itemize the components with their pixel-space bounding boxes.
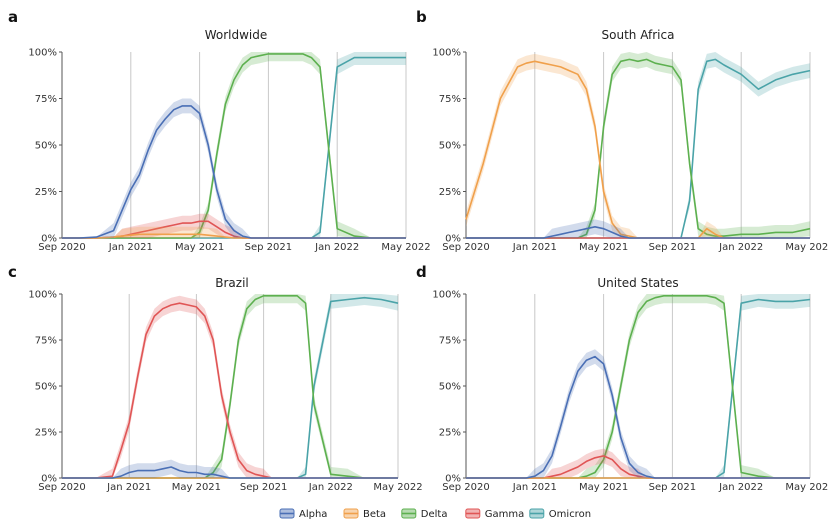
x-tick-label: Jan 2021 bbox=[106, 482, 151, 493]
y-tick-label: 0% bbox=[41, 474, 57, 485]
x-tick-label: Sep 2020 bbox=[442, 242, 489, 253]
x-tick-label: Sep 2020 bbox=[442, 482, 489, 493]
series-band-delta bbox=[466, 294, 810, 478]
legend-label: Delta bbox=[421, 509, 448, 520]
x-tick-label: Jan 2021 bbox=[512, 242, 557, 253]
series-band-omicron bbox=[62, 294, 398, 478]
series-line-alpha bbox=[62, 105, 406, 239]
legend-label: Beta bbox=[363, 509, 386, 520]
y-tick-label: 75% bbox=[439, 94, 461, 105]
x-tick-label: Jan 2022 bbox=[314, 242, 359, 253]
y-tick-label: 0% bbox=[445, 474, 461, 485]
legend-label: Omicron bbox=[549, 509, 591, 520]
series-line-alpha bbox=[466, 226, 810, 239]
series-line-beta bbox=[465, 60, 810, 239]
x-tick-label: Sep 2021 bbox=[649, 242, 696, 253]
x-tick-label: Jan 2022 bbox=[718, 482, 763, 493]
y-tick-label: 50% bbox=[439, 382, 461, 393]
legend-label: Alpha bbox=[299, 509, 327, 520]
y-tick-label: 75% bbox=[439, 336, 461, 347]
y-tick-label: 75% bbox=[35, 336, 57, 347]
series-band-alpha bbox=[466, 349, 810, 478]
x-tick-label: May 2022 bbox=[785, 482, 829, 493]
x-tick-label: May 2022 bbox=[785, 242, 829, 253]
series-band-omicron bbox=[466, 52, 810, 238]
chart-panel-b: b South Africa Sep 2020 Jan 2021 May 2021 Sep… bbox=[416, 8, 829, 253]
series-line-omicron bbox=[62, 296, 399, 479]
legend-item-gamma: Gamma bbox=[465, 508, 525, 520]
x-tick-label: May 2021 bbox=[175, 242, 224, 253]
panel-letter: b bbox=[416, 8, 427, 26]
y-tick-label: 100% bbox=[432, 290, 461, 301]
y-tick-label: 25% bbox=[439, 428, 461, 439]
x-tick-label: Jan 2021 bbox=[512, 482, 557, 493]
y-tick-label: 25% bbox=[35, 428, 57, 439]
panel-letter: a bbox=[8, 8, 18, 26]
chart-panel-a: a Worldwide Sep 2020 Jan 2021 May 2021 Sep 20… bbox=[8, 8, 431, 253]
series-band-beta bbox=[466, 53, 810, 239]
y-tick-label: 50% bbox=[439, 141, 461, 152]
series-line-alpha bbox=[62, 466, 398, 479]
series-line-delta bbox=[62, 53, 406, 239]
y-tick-label: 25% bbox=[439, 187, 461, 198]
y-tick-label: 50% bbox=[35, 141, 57, 152]
panel-title: Worldwide bbox=[205, 28, 268, 42]
legend-item-omicron: Omicron bbox=[529, 508, 591, 520]
y-tick-label: 25% bbox=[35, 187, 57, 198]
series-band-alpha bbox=[466, 219, 810, 238]
series-band-omicron bbox=[466, 294, 810, 478]
y-tick-label: 100% bbox=[28, 290, 57, 301]
x-tick-label: Jan 2022 bbox=[308, 482, 353, 493]
legend: Alpha Beta Delta Gamma Omicron bbox=[279, 508, 591, 520]
y-tick-label: 50% bbox=[35, 382, 57, 393]
series-line-gamma bbox=[62, 302, 398, 479]
chart-panel-d: d United States Sep 2020 Jan 2021 May 2021 Se… bbox=[416, 263, 829, 493]
series-line-alpha bbox=[466, 355, 810, 479]
panel-title: South Africa bbox=[602, 28, 675, 42]
x-tick-label: Sep 2021 bbox=[240, 482, 287, 493]
x-tick-label: May 2022 bbox=[381, 242, 430, 253]
x-tick-label: May 2021 bbox=[579, 242, 628, 253]
series-line-delta bbox=[466, 295, 810, 479]
x-tick-label: Sep 2021 bbox=[649, 482, 696, 493]
legend-item-delta: Delta bbox=[401, 508, 448, 520]
panel-title: United States bbox=[597, 276, 678, 290]
series-line-omicron bbox=[466, 298, 811, 479]
x-tick-label: Sep 2021 bbox=[245, 242, 292, 253]
x-tick-label: Sep 2020 bbox=[38, 482, 85, 493]
series-band-beta bbox=[62, 226, 406, 238]
y-tick-label: 100% bbox=[28, 48, 57, 59]
chart-panel-c: c Brazil Sep 2020 Jan 2021 May 2021 Sep 2021 J… bbox=[8, 263, 423, 493]
x-tick-label: Jan 2021 bbox=[108, 242, 153, 253]
series-band-gamma bbox=[62, 213, 406, 238]
series-band-gamma bbox=[466, 448, 810, 478]
legend-label: Gamma bbox=[485, 509, 525, 520]
y-tick-label: 100% bbox=[432, 48, 461, 59]
series-band-delta bbox=[62, 294, 398, 478]
x-tick-label: May 2022 bbox=[373, 482, 422, 493]
legend-item-alpha: Alpha bbox=[279, 508, 327, 520]
series-band-delta bbox=[466, 52, 810, 238]
panel-letter: d bbox=[416, 263, 427, 281]
y-tick-label: 0% bbox=[41, 234, 57, 245]
x-tick-label: Sep 2020 bbox=[38, 242, 85, 253]
x-tick-label: May 2021 bbox=[172, 482, 221, 493]
legend-item-beta: Beta bbox=[343, 508, 386, 520]
x-tick-label: Jan 2022 bbox=[718, 242, 763, 253]
x-tick-label: May 2021 bbox=[579, 482, 628, 493]
series-line-delta bbox=[62, 295, 398, 479]
series-band-gamma bbox=[62, 295, 398, 478]
panel-title: Brazil bbox=[215, 276, 249, 290]
y-tick-label: 0% bbox=[445, 234, 461, 245]
series-band-alpha bbox=[62, 459, 398, 478]
series-band-alpha bbox=[62, 98, 406, 238]
panel-letter: c bbox=[8, 263, 17, 281]
y-tick-label: 75% bbox=[35, 94, 57, 105]
